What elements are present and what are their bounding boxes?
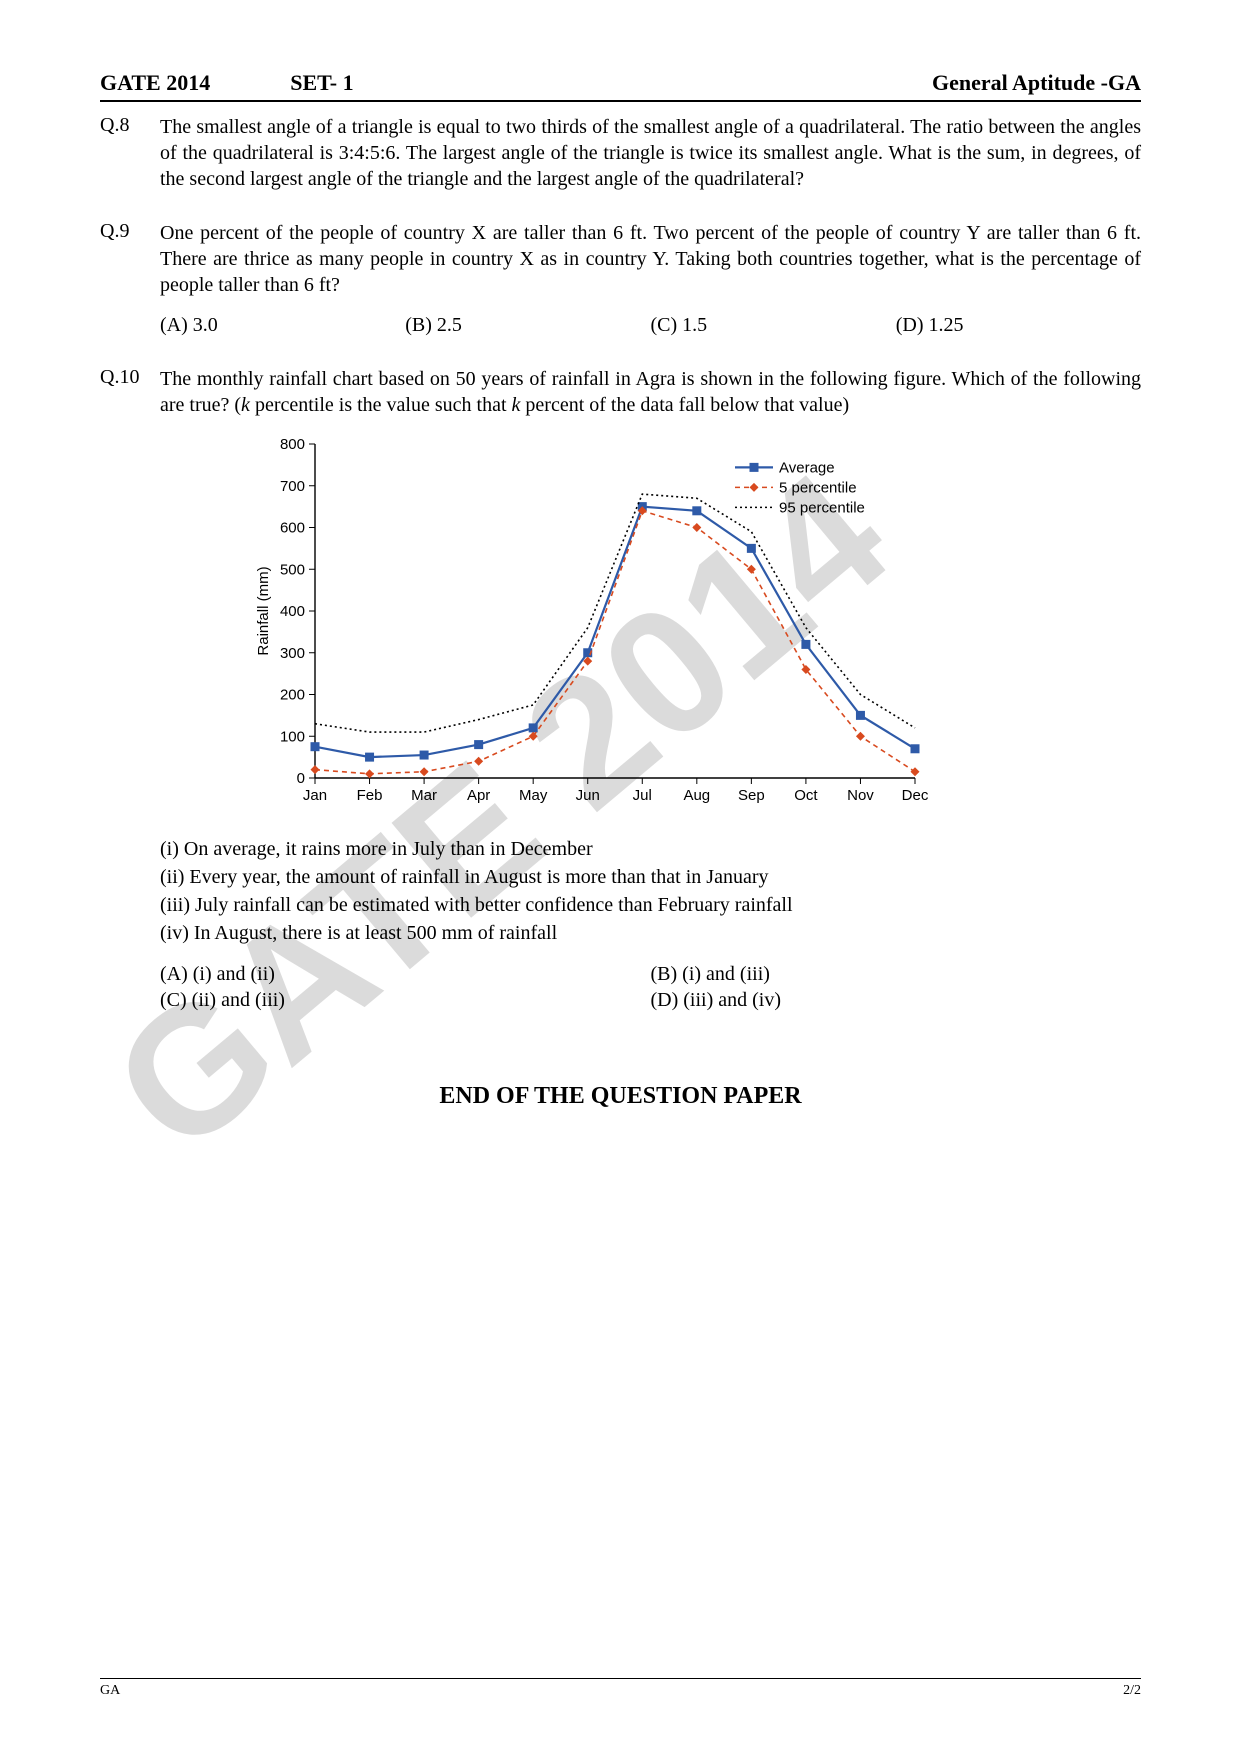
option-d: (D) 1.25 — [896, 312, 1141, 338]
option-a: (A) (i) and (ii) — [160, 961, 651, 987]
question-number: Q.8 — [100, 114, 160, 192]
statement-3: (iii) July rainfall can be estimated wit… — [160, 891, 1141, 919]
svg-text:600: 600 — [280, 520, 305, 537]
rainfall-chart: 0 100 200 300 400 500 600 700 800 Jan Feb Mar Apr May… — [250, 432, 1141, 819]
svg-text:Nov: Nov — [847, 787, 874, 804]
svg-text:Aug: Aug — [683, 787, 710, 804]
option-a: (A) 3.0 — [160, 312, 405, 338]
statement-4: (iv) In August, there is at least 500 mm… — [160, 919, 1141, 947]
option-b: (B) 2.5 — [405, 312, 650, 338]
question-number: Q.10 — [100, 366, 160, 1013]
svg-text:5 percentile: 5 percentile — [779, 479, 857, 496]
page-footer: GA 2/2 — [100, 1678, 1141, 1699]
option-c: (C) 1.5 — [651, 312, 896, 338]
option-c: (C) (ii) and (iii) — [160, 987, 651, 1013]
header-set: SET- 1 — [290, 70, 353, 96]
svg-text:Mar: Mar — [411, 787, 437, 804]
svg-text:Jun: Jun — [576, 787, 600, 804]
header-exam: GATE 2014 — [100, 70, 210, 96]
svg-text:Rainfall (mm): Rainfall (mm) — [255, 566, 272, 655]
svg-text:700: 700 — [280, 478, 305, 495]
svg-text:Dec: Dec — [902, 787, 929, 804]
svg-text:300: 300 — [280, 645, 305, 662]
statement-2: (ii) Every year, the amount of rainfall … — [160, 863, 1141, 891]
statements: (i) On average, it rains more in July th… — [160, 835, 1141, 947]
svg-text:0: 0 — [297, 770, 305, 787]
question-9: Q.9 One percent of the people of country… — [100, 220, 1141, 338]
svg-text:May: May — [519, 787, 548, 804]
svg-text:500: 500 — [280, 561, 305, 578]
svg-text:Jan: Jan — [303, 787, 327, 804]
svg-text:200: 200 — [280, 687, 305, 704]
statement-1: (i) On average, it rains more in July th… — [160, 835, 1141, 863]
question-8: Q.8 The smallest angle of a triangle is … — [100, 114, 1141, 192]
svg-text:400: 400 — [280, 603, 305, 620]
question-text: The monthly rainfall chart based on 50 y… — [160, 366, 1141, 418]
page-header: GATE 2014 SET- 1 General Aptitude -GA — [100, 70, 1141, 102]
options-grid: (A) (i) and (ii) (B) (i) and (iii) (C) (… — [160, 961, 1141, 1013]
svg-text:95 percentile: 95 percentile — [779, 499, 865, 516]
header-section: General Aptitude -GA — [932, 70, 1141, 96]
footer-left: GA — [100, 1683, 120, 1699]
svg-text:100: 100 — [280, 728, 305, 745]
footer-right: 2/2 — [1123, 1683, 1141, 1699]
options-row: (A) 3.0 (B) 2.5 (C) 1.5 (D) 1.25 — [160, 312, 1141, 338]
svg-text:800: 800 — [280, 436, 305, 453]
end-of-paper: END OF THE QUESTION PAPER — [100, 1083, 1141, 1110]
question-text: One percent of the people of country X a… — [160, 220, 1141, 298]
svg-text:Apr: Apr — [467, 787, 490, 804]
svg-text:Sep: Sep — [738, 787, 765, 804]
option-b: (B) (i) and (iii) — [651, 961, 1142, 987]
svg-text:Jul: Jul — [633, 787, 652, 804]
question-text: The smallest angle of a triangle is equa… — [160, 114, 1141, 192]
option-d: (D) (iii) and (iv) — [651, 987, 1142, 1013]
question-10: Q.10 The monthly rainfall chart based on… — [100, 366, 1141, 1013]
svg-text:Average: Average — [779, 459, 835, 476]
svg-text:Oct: Oct — [794, 787, 818, 804]
svg-text:Feb: Feb — [357, 787, 383, 804]
question-number: Q.9 — [100, 220, 160, 338]
